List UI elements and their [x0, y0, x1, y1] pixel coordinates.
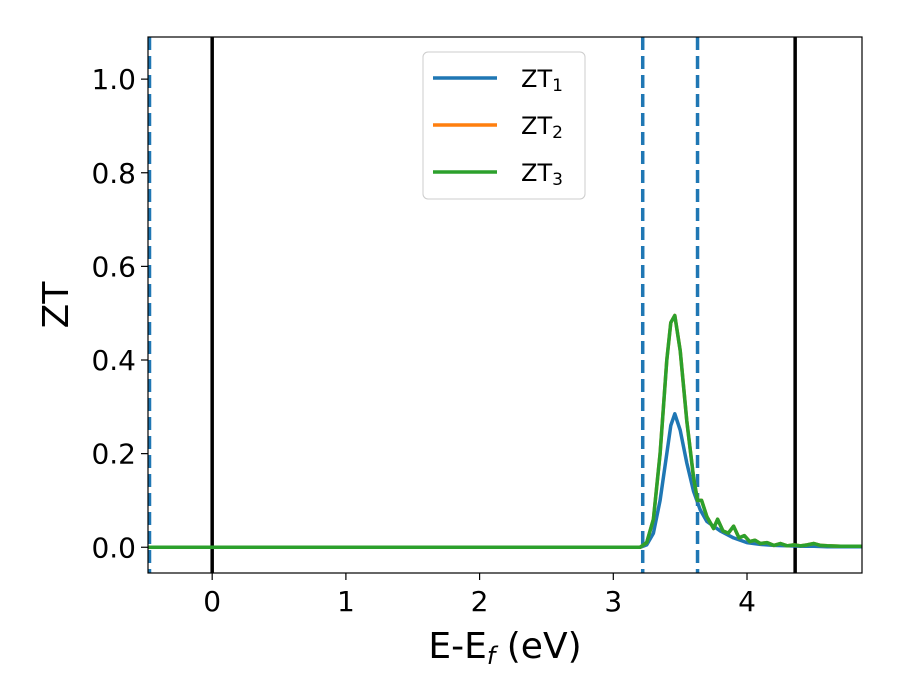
y-axis: 0.0 0.2 0.4 0.6 0.8 1.0	[91, 63, 148, 564]
x-axis: 0 1 2 3 4	[203, 573, 756, 618]
y-tick-label: 0.2	[91, 438, 136, 471]
x-tick-label: 4	[738, 585, 756, 618]
y-tick-label: 1.0	[91, 63, 136, 96]
x-tick-label: 3	[604, 585, 622, 618]
x-tick-label: 0	[203, 585, 221, 618]
vertical-reference-lines	[148, 37, 797, 573]
y-tick-label: 0.8	[91, 157, 136, 190]
legend-label-2: ZT2	[521, 112, 563, 143]
legend-box	[422, 51, 586, 200]
legend-label-3: ZT3	[521, 159, 563, 190]
x-axis-title-main: E-E	[428, 626, 486, 667]
x-tick-label: 1	[337, 585, 355, 618]
x-axis-title: E-Ef (eV)	[428, 626, 581, 670]
x-tick-label: 2	[471, 585, 489, 618]
series-line-3	[148, 313, 862, 550]
x-axis-title-unit: (eV)	[495, 626, 581, 667]
legend-label-1: ZT1	[521, 65, 563, 96]
series-lines	[148, 313, 862, 550]
y-tick-label: 0.6	[91, 250, 136, 283]
y-tick-label: 0.0	[91, 531, 136, 564]
y-axis-title: ZT	[36, 281, 77, 329]
plot-frame	[147, 36, 863, 574]
legend: ZT1 ZT2 ZT3	[422, 51, 586, 200]
y-tick-label: 0.4	[91, 344, 136, 377]
